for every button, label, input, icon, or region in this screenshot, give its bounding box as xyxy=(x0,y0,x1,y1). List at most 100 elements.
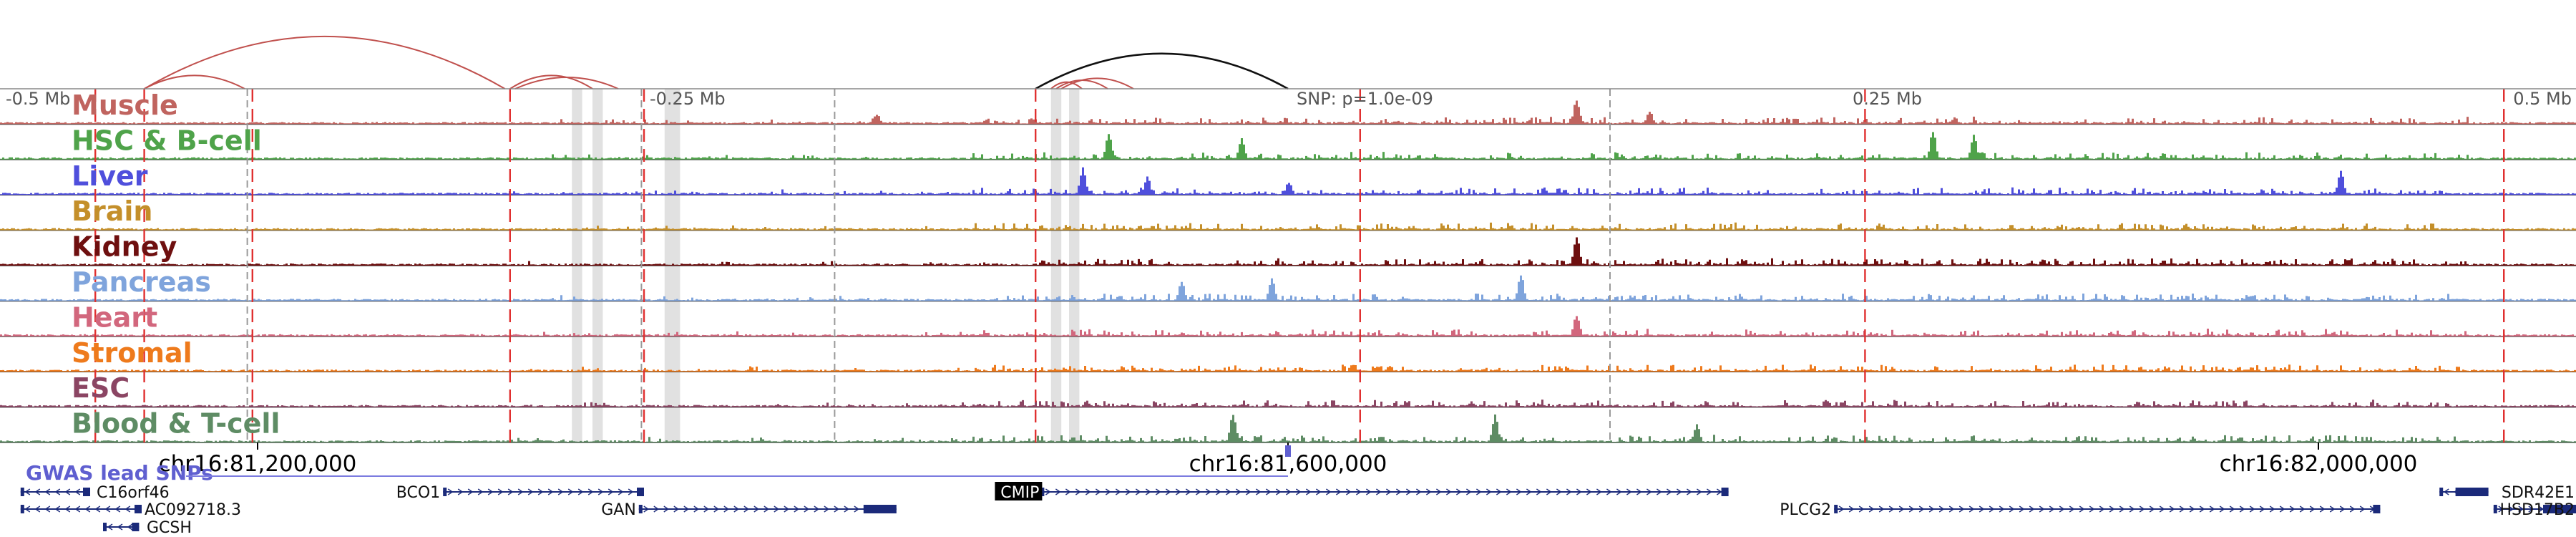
gene-strand-arrow xyxy=(628,488,634,495)
gene-strand-arrow xyxy=(1116,488,1121,495)
gene-strand-arrow xyxy=(1356,488,1362,495)
gene-strand-arrow xyxy=(2538,505,2545,513)
gene-strand-arrow xyxy=(44,505,51,513)
gene-exon-end-7 xyxy=(2455,488,2489,496)
gene-strand-arrow xyxy=(743,505,750,513)
track-signal-3 xyxy=(0,222,2576,231)
gene-strand-arrow xyxy=(2139,505,2145,513)
gene-strand-arrow xyxy=(1456,488,1462,495)
gene-strand-arrow xyxy=(2279,505,2285,513)
gene-strand-arrow xyxy=(1406,488,1412,495)
loop-red-4 xyxy=(1050,81,1083,90)
gene-strand-arrow xyxy=(64,488,71,495)
track-signal-0 xyxy=(0,100,2576,125)
gene-exon-start-3 xyxy=(443,488,447,496)
gene-strand-arrow xyxy=(2039,505,2045,513)
gene-strand-arrow xyxy=(2498,505,2504,513)
gene-strand-arrow xyxy=(1386,488,1392,495)
gene-strand-arrow xyxy=(107,523,113,531)
gene-strand-arrow xyxy=(2169,505,2175,513)
gene-strand-arrow xyxy=(2029,505,2035,513)
gene-strand-arrow xyxy=(1697,488,1702,495)
gene-strand-arrow xyxy=(1546,488,1552,495)
gene-strand-arrow xyxy=(24,505,31,513)
gene-strand-arrow xyxy=(2129,505,2135,513)
gene-label-cmip: CMIP xyxy=(1000,484,1039,502)
gene-exon-end-4 xyxy=(863,505,897,513)
track-label-5: Pancreas xyxy=(72,266,211,298)
loop-red-1 xyxy=(144,74,245,90)
axis-top-tick-1: -0.25 Mb xyxy=(650,89,726,109)
gene-strand-arrow xyxy=(2069,505,2075,513)
gene-strand-arrow xyxy=(1687,488,1692,495)
gene-strand-arrow xyxy=(1646,488,1652,495)
gene-strand-arrow xyxy=(487,488,494,495)
track-label-1: HSC & B-cell xyxy=(72,125,262,156)
gene-strand-arrow xyxy=(1898,505,1905,513)
gene-strand-arrow xyxy=(1506,488,1512,495)
chromatin-loops xyxy=(144,35,1289,90)
gene-strand-arrow xyxy=(653,505,660,513)
gene-label-hsd17b2: HSD17B2 xyxy=(2499,501,2575,519)
gene-strand-arrow xyxy=(447,488,454,495)
gene-strand-arrow xyxy=(2059,505,2065,513)
gene-strand-arrow xyxy=(44,488,51,495)
gene-strand-arrow xyxy=(34,505,41,513)
gene-strand-arrow xyxy=(1536,488,1542,495)
gene-strand-arrow xyxy=(1065,488,1071,495)
gene-label-ac092718.3: AC092718.3 xyxy=(145,501,241,519)
track-signal-4 xyxy=(0,237,2576,266)
gene-strand-arrow xyxy=(1486,488,1492,495)
gene-strand-arrow xyxy=(618,488,624,495)
gene-exon-end-8 xyxy=(2543,505,2576,513)
gene-strand-arrow xyxy=(74,488,81,495)
gene-strand-arrow xyxy=(114,505,121,513)
gene-strand-arrow xyxy=(1306,488,1312,495)
gene-strand-arrow xyxy=(527,488,534,495)
gene-strand-arrow xyxy=(1136,488,1141,495)
gene-strand-arrow xyxy=(2219,505,2225,513)
gene-strand-arrow xyxy=(1848,505,1855,513)
gene-strand-arrow xyxy=(1677,488,1682,495)
gene-strand-arrow xyxy=(2299,505,2306,513)
gene-strand-arrow xyxy=(2349,505,2356,513)
gene-strand-arrow xyxy=(2189,505,2195,513)
gene-strand-arrow xyxy=(1206,488,1211,495)
gene-strand-arrow xyxy=(1466,488,1472,495)
gene-strand-arrow xyxy=(1938,505,1945,513)
gene-strand-arrow xyxy=(2528,505,2534,513)
track-signal-2 xyxy=(0,167,2576,195)
gene-strand-arrow xyxy=(1968,505,1975,513)
gene-strand-arrow xyxy=(1606,488,1612,495)
gene-strand-arrow xyxy=(2259,505,2265,513)
gene-strand-arrow xyxy=(577,488,584,495)
gene-strand-arrow xyxy=(1838,505,1845,513)
gene-strand-arrow xyxy=(1045,488,1051,495)
gene-strand-arrow xyxy=(2089,505,2095,513)
gene-strand-arrow xyxy=(597,488,604,495)
gene-exon-start-5 xyxy=(1040,488,1045,496)
axis-top: -0.5 Mb -0.25 Mb SNP: p=1.0e-09 0.25 Mb 0.5 … xyxy=(6,89,2572,109)
gene-strand-arrow xyxy=(1626,488,1632,495)
gene-strand-arrow xyxy=(1596,488,1602,495)
track-label-9: Blood & T-cell xyxy=(72,408,280,440)
gene-strand-arrow xyxy=(2443,488,2449,495)
track-label-2: Liver xyxy=(72,160,148,192)
gene-strand-arrow xyxy=(1989,505,1995,513)
gene-strand-arrow xyxy=(104,505,111,513)
gene-strand-arrow xyxy=(1396,488,1402,495)
signal-tracks xyxy=(0,100,2576,443)
gene-strand-arrow xyxy=(1496,488,1502,495)
gene-label-gcsh: GCSH xyxy=(147,519,192,537)
gene-strand-arrow xyxy=(1376,488,1382,495)
axis-top-tick-0: -0.5 Mb xyxy=(6,89,70,109)
gene-strand-arrow xyxy=(1416,488,1422,495)
gene-strand-arrow xyxy=(2329,505,2336,513)
gene-strand-arrow xyxy=(517,488,524,495)
gene-strand-arrow xyxy=(34,488,41,495)
gene-strand-arrow xyxy=(834,505,840,513)
gene-exon-start-1 xyxy=(20,505,24,513)
gene-strand-arrow xyxy=(507,488,514,495)
gene-label-gan: GAN xyxy=(601,501,636,519)
gene-strand-arrow xyxy=(24,488,31,495)
